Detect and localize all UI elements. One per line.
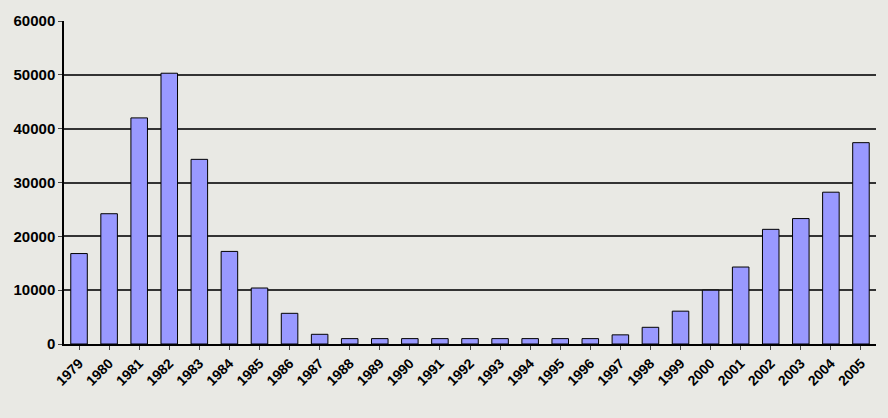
svg-text:10000: 10000	[14, 281, 56, 298]
svg-text:1993: 1993	[474, 355, 507, 388]
svg-text:1996: 1996	[564, 355, 597, 388]
svg-text:1983: 1983	[173, 355, 206, 388]
svg-text:1995: 1995	[534, 355, 567, 388]
svg-text:30000: 30000	[14, 174, 56, 191]
svg-text:1994: 1994	[504, 355, 537, 388]
svg-text:1999: 1999	[654, 355, 687, 388]
svg-text:2004: 2004	[805, 355, 838, 388]
svg-text:1988: 1988	[323, 355, 356, 388]
svg-text:2003: 2003	[775, 355, 808, 388]
svg-text:1981: 1981	[113, 355, 146, 388]
svg-text:2002: 2002	[744, 355, 777, 388]
svg-text:1982: 1982	[143, 355, 176, 388]
svg-text:50000: 50000	[14, 66, 56, 83]
svg-text:1986: 1986	[263, 355, 296, 388]
svg-text:2001: 2001	[714, 355, 747, 388]
svg-text:1980: 1980	[83, 355, 116, 388]
svg-text:1984: 1984	[203, 355, 236, 388]
svg-text:1985: 1985	[233, 355, 266, 388]
svg-text:20000: 20000	[14, 228, 56, 245]
svg-text:40000: 40000	[14, 120, 56, 137]
svg-text:1989: 1989	[354, 355, 387, 388]
svg-text:1991: 1991	[414, 355, 447, 388]
svg-text:0: 0	[47, 335, 55, 352]
svg-text:1987: 1987	[293, 355, 326, 388]
svg-text:1979: 1979	[53, 355, 86, 388]
svg-text:60000: 60000	[14, 12, 56, 29]
svg-text:1990: 1990	[384, 355, 417, 388]
svg-text:1992: 1992	[444, 355, 477, 388]
svg-text:2000: 2000	[684, 355, 717, 388]
svg-text:1998: 1998	[624, 355, 657, 388]
svg-text:2005: 2005	[835, 355, 868, 388]
svg-text:1997: 1997	[594, 355, 627, 388]
